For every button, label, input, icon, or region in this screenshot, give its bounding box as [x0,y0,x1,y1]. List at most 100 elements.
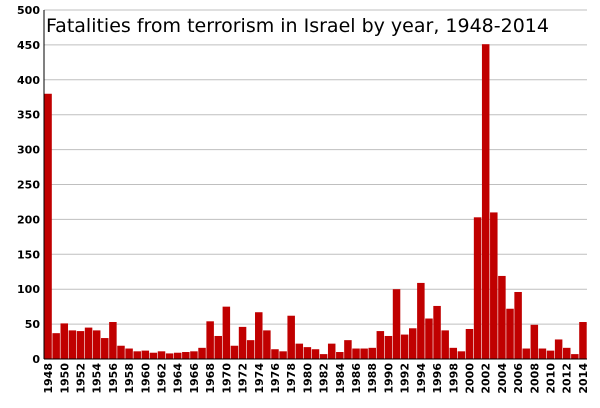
x-tick-label: 1952 [74,363,87,394]
bar-1954 [92,330,101,359]
y-tick-label: 400 [17,74,40,87]
y-tick-label: 500 [17,4,40,17]
x-tick-label: 1960 [139,363,152,394]
y-tick-label: 0 [32,353,40,366]
bar-2011 [554,339,563,359]
bar-1961 [149,352,158,359]
bar-2005 [506,308,514,359]
bar-2014 [579,322,587,359]
bar-1949 [52,333,60,359]
bar-2012 [562,347,571,359]
bar-1966 [190,351,198,359]
x-tick-label: 1980 [301,363,314,394]
x-tick-label: 2010 [545,363,558,394]
x-tick-label: 2012 [561,363,574,394]
bar-1989 [376,331,385,359]
x-tick-label: 2014 [577,363,590,394]
y-tick-label: 200 [17,213,40,226]
bar-2003 [490,212,498,359]
x-tick-label: 1996 [431,363,444,394]
bar-1984 [336,352,344,359]
bar-1974 [255,312,263,359]
bars [44,44,587,359]
bar-1955 [101,338,109,359]
bar-2013 [571,354,579,359]
x-tick-label: 1972 [237,363,250,394]
x-tick-label: 1962 [156,363,169,394]
bar-1951 [68,330,77,359]
x-tick-label: 1992 [399,363,412,394]
bar-2000 [465,328,474,359]
bar-1990 [384,335,393,359]
bar-1971 [230,345,239,359]
bar-1962 [157,351,166,359]
x-tick-label: 2004 [496,363,509,394]
bar-2002 [481,44,490,359]
bar-1999 [457,351,466,359]
bar-1972 [238,326,247,359]
bar-1992 [400,334,409,359]
bar-1975 [263,330,271,359]
x-tick-label: 2002 [480,363,493,394]
bar-1948 [44,93,52,359]
bar-2006 [514,291,522,359]
x-tick-label: 1978 [285,363,298,394]
bar-1976 [271,349,279,359]
x-tick-label: 2006 [512,363,525,394]
x-axis-tick-labels: 1948 1950 1952 1954 1956 1958 1960 1962 1964 1966… [42,363,590,394]
bar-1973 [246,340,255,359]
bar-1953 [84,327,93,359]
y-tick-label: 100 [17,283,40,296]
x-tick-label: 1984 [334,363,347,394]
x-tick-label: 2000 [463,363,476,394]
bar-1979 [295,343,304,359]
bar-1996 [433,305,441,359]
y-tick-label: 450 [17,39,40,52]
x-tick-label: 1954 [91,363,104,394]
bar-1985 [344,340,352,359]
bar-1994 [417,282,425,359]
bar-2001 [473,217,482,359]
bar-1998 [449,347,458,359]
x-tick-label: 1986 [350,363,363,394]
bar-1959 [133,351,141,359]
x-tick-label: 1968 [204,363,217,394]
x-tick-label: 1988 [366,363,379,394]
x-tick-label: 2008 [528,363,541,394]
bar-1956 [109,322,117,359]
bar-1969 [214,335,222,359]
bar-1986 [352,348,360,359]
bar-1968 [206,321,214,359]
x-tick-label: 1948 [42,363,55,394]
y-tick-label: 300 [17,144,40,157]
bar-1991 [392,289,401,359]
bar-2007 [522,348,530,359]
bar-1957 [117,345,125,359]
x-tick-label: 1958 [123,363,136,394]
bar-1977 [279,351,287,359]
bar-1958 [125,348,133,359]
bar-1995 [425,318,433,359]
bar-1967 [198,347,206,359]
bar-2004 [498,275,506,359]
bar-1983 [327,343,336,359]
bar-2010 [546,350,555,359]
x-tick-label: 1976 [269,363,282,394]
x-tick-label: 1974 [253,363,266,394]
x-tick-label: 1956 [107,363,120,394]
x-tick-label: 1966 [188,363,201,394]
bar-1997 [441,330,449,359]
x-tick-label: 1994 [415,363,428,394]
y-axis-tick-labels: 0 50 100 150 200 250 300 350 400 450 500 [17,4,40,366]
bar-1964 [173,352,182,359]
bar-1993 [409,328,417,359]
bar-2008 [530,324,539,359]
bar-1987 [360,348,368,359]
bar-1981 [311,349,320,359]
bar-1970 [222,306,231,359]
bar-1982 [319,354,328,359]
x-tick-label: 1982 [318,363,331,394]
y-tick-label: 350 [17,109,40,122]
x-tick-label: 1950 [58,363,71,394]
